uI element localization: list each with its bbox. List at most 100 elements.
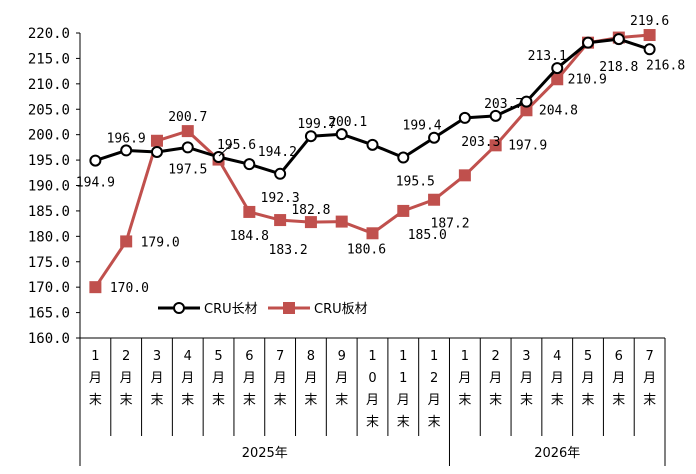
data-point: [150, 145, 163, 158]
data-label: 199.4: [403, 119, 442, 134]
data-labels: 194.9 196.9 197.5 195.6 194.2 192.3 199.7200.1…: [76, 14, 685, 296]
x-tick-label: 月: [150, 371, 163, 386]
x-tick-label: 6: [615, 349, 623, 364]
data-label: 184.8: [230, 229, 269, 244]
x-tick-label: 月: [304, 371, 317, 386]
x-tick-label: 月: [366, 393, 379, 408]
legend-marker: [173, 302, 185, 314]
x-tick-label: 月: [212, 371, 225, 386]
y-tick-label: 200.0: [28, 128, 70, 144]
data-label: 183.2: [269, 243, 308, 258]
label-leader-line: [218, 143, 233, 157]
x-tick-label: 末: [612, 393, 625, 408]
y-tick-label: 220.0: [28, 26, 70, 42]
y-tick-label: 210.0: [28, 77, 70, 93]
data-label: 170.0: [110, 281, 149, 296]
x-tick-label: 末: [428, 415, 441, 430]
x-tick-label: 末: [212, 393, 225, 408]
x-tick-label: 1: [368, 349, 376, 364]
data-point: [89, 281, 102, 294]
x-tick-label: 末: [181, 393, 194, 408]
x-tick-label: 月: [243, 371, 256, 386]
y-tick-label: 190.0: [28, 179, 70, 195]
data-point: [582, 36, 595, 49]
x-tick-label: 末: [520, 393, 533, 408]
data-label: 192.3: [261, 191, 300, 206]
data-label: 204.8: [539, 103, 578, 118]
data-point: [274, 214, 287, 227]
x-tick-label: 月: [489, 371, 502, 386]
x-tick-label: 月: [428, 393, 441, 408]
data-label: 185.0: [408, 228, 447, 243]
x-tick-label: 末: [89, 393, 102, 408]
data-point: [181, 141, 194, 154]
x-tick-label: 月: [582, 371, 595, 386]
data-point: [643, 29, 656, 42]
data-label: 203.7: [484, 97, 523, 112]
data-label: 187.2: [431, 217, 470, 232]
x-tick-label: 末: [335, 393, 348, 408]
legend-label: CRU长材: [204, 302, 258, 317]
x-tick-label: 末: [150, 393, 163, 408]
data-point: [458, 111, 471, 124]
y-tick-label: 175.0: [28, 255, 70, 271]
x-tick-label: 5: [584, 349, 592, 364]
data-point: [551, 73, 564, 86]
x-tick-label: 4: [553, 349, 561, 364]
x-tick-label: 0: [368, 371, 376, 386]
x-tick-label: 8: [307, 349, 315, 364]
x-tick-label: 1: [399, 349, 407, 364]
x-tick-label: 2: [492, 349, 500, 364]
y-tick-label: 165.0: [28, 306, 70, 322]
year-label: 2025年: [242, 446, 288, 461]
year-label: 2026年: [534, 446, 580, 461]
x-tick-label: 月: [520, 371, 533, 386]
data-label: 200.7: [168, 110, 207, 125]
data-point: [520, 95, 533, 108]
data-point: [428, 193, 441, 206]
x-tick-label: 月: [89, 371, 102, 386]
x-tick-label: 末: [643, 393, 656, 408]
x-tick-label: 月: [458, 371, 471, 386]
data-point: [335, 215, 348, 228]
x-tick-label: 1: [430, 349, 438, 364]
data-label: 195.5: [396, 175, 435, 190]
data-label: 200.1: [328, 115, 367, 130]
x-tick-label: 2: [122, 349, 130, 364]
data-point: [643, 43, 656, 56]
x-tick-label: 月: [397, 393, 410, 408]
x-tick-label: 月: [551, 371, 564, 386]
x-tick-label: 月: [643, 371, 656, 386]
y-tick-label: 180.0: [28, 229, 70, 245]
x-tick-label: 7: [276, 349, 284, 364]
x-tick-label: 月: [181, 371, 194, 386]
data-point: [181, 125, 194, 138]
data-point: [397, 204, 410, 217]
data-point: [335, 128, 348, 141]
data-point: [120, 144, 133, 157]
data-label: 197.9: [508, 138, 547, 153]
data-label: 179.0: [141, 235, 180, 250]
data-point: [489, 139, 502, 152]
y-tick-label: 205.0: [28, 102, 70, 118]
x-tick-label: 7: [645, 349, 653, 364]
x-tick-label: 月: [612, 371, 625, 386]
x-tick-label: 9: [338, 349, 346, 364]
x-tick-label: 末: [274, 393, 287, 408]
data-point: [551, 62, 564, 75]
axes: 160.0 165.0 170.0 175.0 180.0 185.0 190.0 195.0…: [28, 26, 666, 466]
data-label: 195.6: [217, 138, 256, 153]
data-label: 216.8: [646, 58, 685, 73]
data-point: [243, 158, 256, 171]
data-label: 180.6: [347, 242, 386, 257]
data-label: 218.8: [599, 60, 638, 75]
x-tick-label: 末: [120, 393, 133, 408]
data-point: [428, 131, 441, 144]
x-tick-label: 1: [91, 349, 99, 364]
data-point: [304, 130, 317, 143]
x-tick-label: 5: [214, 349, 222, 364]
x-tick-label: 1: [461, 349, 469, 364]
data-point: [150, 134, 163, 147]
data-point: [304, 216, 317, 229]
data-label: 182.8: [291, 203, 330, 218]
